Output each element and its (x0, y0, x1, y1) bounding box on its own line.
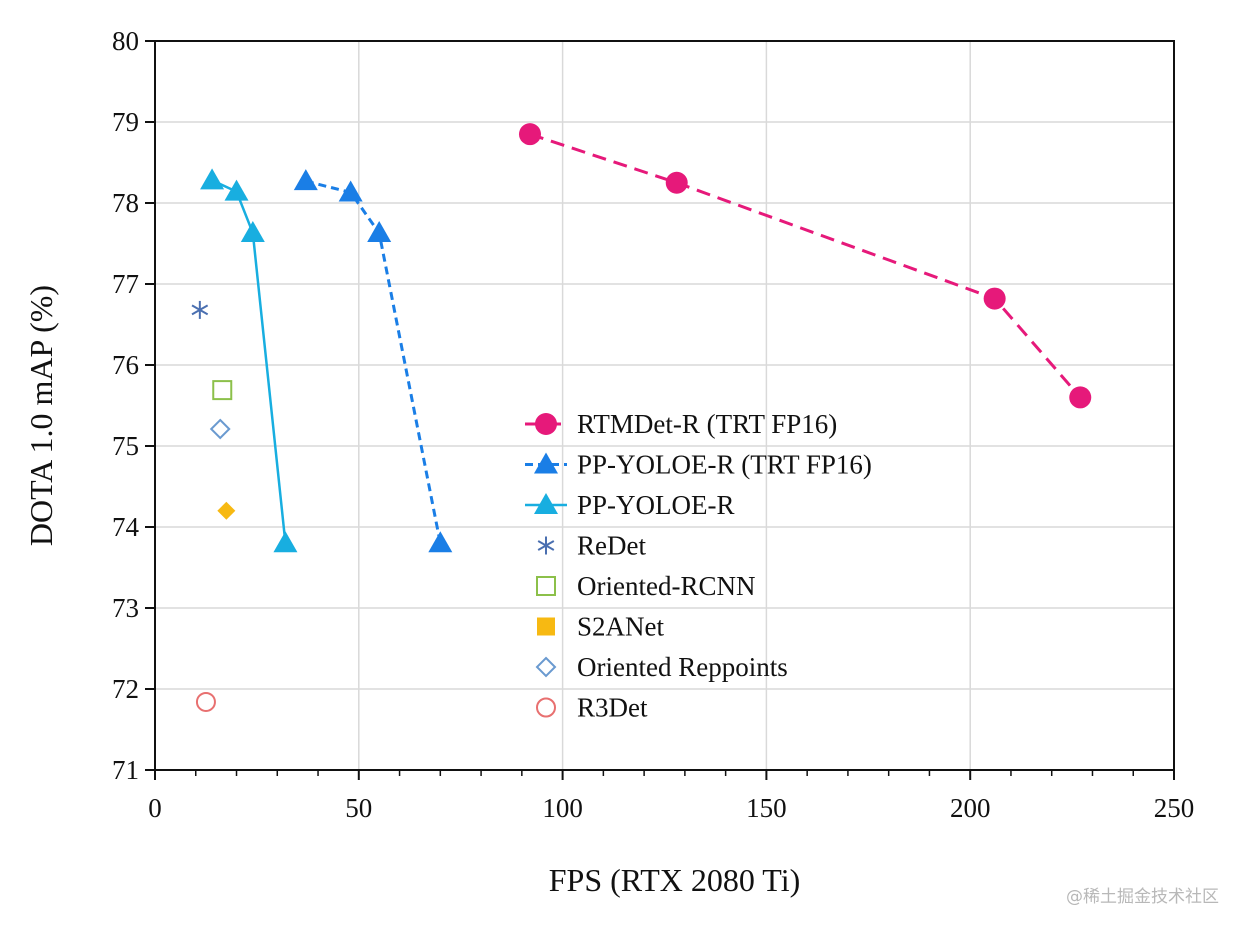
y-tick-label: 80 (112, 26, 139, 56)
series-pp-yoloe-r (200, 168, 298, 553)
legend-label: R3Det (577, 693, 648, 723)
legend-item: S2ANet (537, 612, 664, 642)
data-point (1069, 386, 1092, 409)
x-tick-label: 100 (542, 793, 583, 823)
data-point (367, 220, 392, 242)
plot-frame (154, 40, 1175, 771)
data-point (293, 169, 318, 191)
legend-label: PP-YOLOE-R (TRT FP16) (577, 450, 872, 480)
legend-marker (534, 493, 558, 514)
data-point (212, 380, 233, 401)
legend-label: Oriented-RCNN (577, 571, 755, 601)
ticks (145, 40, 1175, 780)
legend-label: RTMDet-R (TRT FP16) (577, 409, 837, 439)
series-oriented-reppoints (209, 418, 231, 440)
data-point (191, 300, 209, 319)
x-tick-label: 0 (148, 793, 162, 823)
data-point (273, 531, 298, 553)
legend-marker (536, 576, 556, 596)
y-tick-label: 72 (112, 674, 139, 704)
legend-marker (535, 413, 557, 435)
x-tick-label: 250 (1154, 793, 1195, 823)
series-redet (191, 300, 209, 319)
data-point (200, 168, 225, 190)
legend-item: ReDet (537, 531, 646, 561)
data-point (195, 691, 216, 712)
series-r3det (195, 691, 216, 712)
data-point (983, 287, 1006, 310)
legend-marker (536, 697, 556, 718)
legend-label: S2ANet (577, 612, 664, 642)
data-point (518, 123, 541, 146)
legend-label: ReDet (577, 531, 646, 561)
y-tick-label: 78 (112, 188, 139, 218)
asterisk-stroke (191, 304, 209, 316)
legend-marker (534, 452, 558, 474)
y-tick-label: 76 (112, 350, 139, 380)
series-rtmdet-r-trt-fp16 (518, 123, 1092, 409)
series-layer (191, 123, 1092, 712)
legend-item: PP-YOLOE-R (525, 490, 735, 520)
grid (155, 41, 1174, 770)
x-tick-label: 200 (950, 793, 991, 823)
y-tick-label: 79 (112, 107, 139, 137)
legend-marker (537, 617, 555, 636)
y-axis-label: DOTA 1.0 mAP (%) (23, 285, 59, 546)
legend-label: Oriented Reppoints (577, 652, 788, 682)
y-tick-label: 75 (112, 431, 139, 461)
legend-item: R3Det (536, 693, 648, 723)
y-tick-label: 73 (112, 593, 139, 623)
legend-marker (535, 656, 557, 678)
legend-item: Oriented Reppoints (535, 652, 788, 682)
data-point (338, 180, 363, 202)
legend-item: PP-YOLOE-R (TRT FP16) (525, 450, 872, 480)
legend-marker (537, 536, 555, 555)
legend: RTMDet-R (TRT FP16) PP-YOLOE-R (TRT FP16)… (525, 409, 872, 723)
tick-labels: 0 50 100 150 200 250 71 72 73 74 75 76 77 78 79 80 (112, 26, 1194, 823)
x-axis-label: FPS (RTX 2080 Ti) (549, 862, 801, 898)
series-oriented-rcnn (212, 380, 233, 401)
watermark: @稀土掘金技术社区 (1066, 887, 1219, 907)
data-point (428, 531, 453, 553)
data-point (665, 171, 688, 194)
data-point (240, 220, 265, 242)
legend-label: PP-YOLOE-R (577, 490, 735, 520)
x-tick-label: 150 (746, 793, 787, 823)
x-tick-label: 50 (345, 793, 372, 823)
series-line (305, 179, 442, 544)
series-s2anet (217, 501, 236, 520)
y-tick-label: 71 (112, 755, 139, 785)
asterisk-stroke (537, 540, 555, 551)
data-point (217, 501, 236, 520)
series-pp-yoloe-r-trt-fp16 (293, 169, 453, 553)
y-tick-label: 77 (112, 269, 139, 299)
data-point (209, 418, 231, 440)
data-point (224, 179, 249, 201)
legend-item: Oriented-RCNN (536, 571, 755, 601)
y-tick-label: 74 (112, 512, 140, 542)
series-line (211, 179, 287, 544)
series-line (529, 132, 1082, 399)
legend-item: RTMDet-R (TRT FP16) (525, 409, 837, 439)
